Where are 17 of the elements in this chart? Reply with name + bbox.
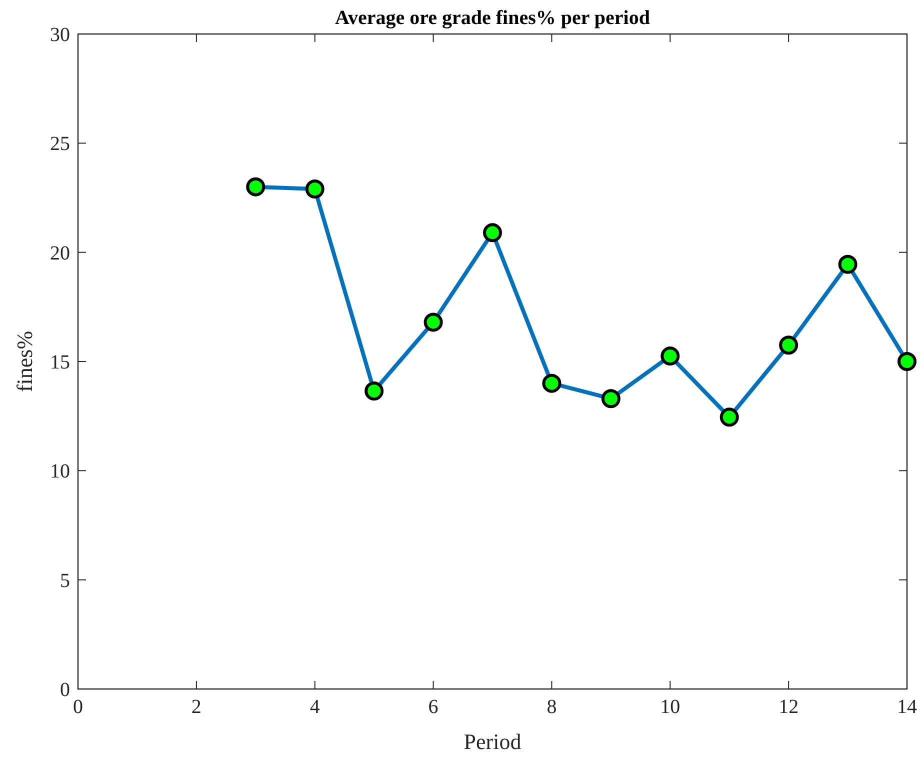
x-axis-title: Period [464,729,522,754]
x-tick-label: 2 [191,696,202,718]
x-tick-label: 4 [310,696,320,718]
x-tick-label: 14 [897,696,917,718]
y-tick-label: 15 [50,352,70,374]
y-axis-title: fines% [12,330,37,392]
x-tick-label: 12 [778,696,799,718]
x-tick-label: 10 [660,696,680,718]
y-tick-label: 30 [50,24,70,46]
y-tick-label: 25 [50,133,70,156]
y-tick-label: 0 [60,679,70,701]
y-tick-label: 5 [60,570,70,592]
x-tick-label: 6 [428,696,438,718]
y-tick-label: 20 [50,242,70,264]
chart-title: Average ore grade fines% per period [335,7,650,29]
x-tick-label: 8 [546,696,557,718]
y-tick-label: 10 [50,460,70,483]
